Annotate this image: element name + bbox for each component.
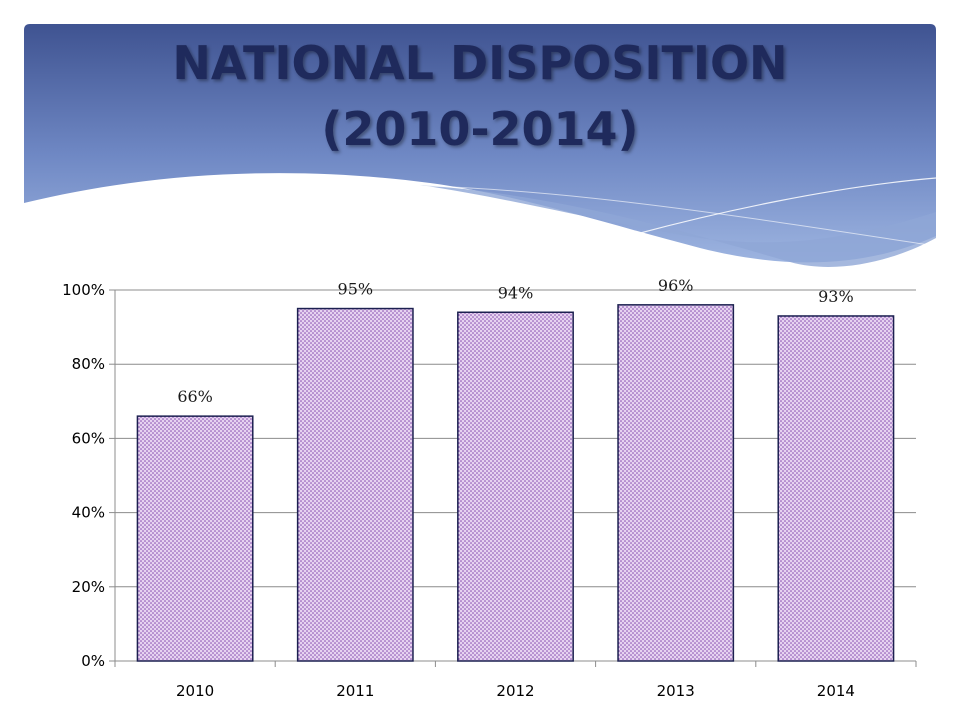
x-axis-tick-labels: 2010 2011 2012 2013 2014 (176, 682, 855, 700)
x-tick-label: 2011 (336, 682, 374, 700)
data-label: 94% (498, 283, 534, 302)
y-tick-label: 0% (81, 652, 105, 670)
bar (296, 307, 414, 662)
x-tick-label: 2014 (817, 682, 855, 700)
y-axis-tick-labels: 0% 20% 40% 60% 80% 100% (62, 281, 105, 670)
y-tick-label: 80% (72, 355, 105, 373)
header-wave-graphic (24, 24, 937, 267)
bar (777, 315, 895, 662)
y-tick-label: 40% (72, 504, 105, 522)
x-tick-label: 2012 (496, 682, 534, 700)
bar (617, 304, 735, 662)
data-label: 93% (818, 287, 854, 306)
slide-title: NATIONAL DISPOSITION (2010-2014) (24, 30, 936, 162)
data-labels: 66% 95% 94% 96% 93% (177, 276, 853, 406)
y-tick-label: 100% (62, 281, 105, 299)
x-tick-label: 2013 (657, 682, 695, 700)
y-tick-label: 20% (72, 578, 105, 596)
bar (457, 311, 574, 662)
bars (136, 304, 895, 662)
slide-title-line2: (2010-2014) (321, 102, 639, 156)
slide-header-banner: NATIONAL DISPOSITION (2010-2014) (0, 0, 960, 280)
slide-title-line1: NATIONAL DISPOSITION (172, 36, 788, 90)
x-tick-label: 2010 (176, 682, 214, 700)
data-label: 96% (658, 276, 694, 295)
bar (136, 415, 254, 662)
data-label: 66% (177, 387, 213, 406)
data-label: 95% (338, 280, 374, 299)
y-tick-label: 60% (72, 429, 105, 447)
